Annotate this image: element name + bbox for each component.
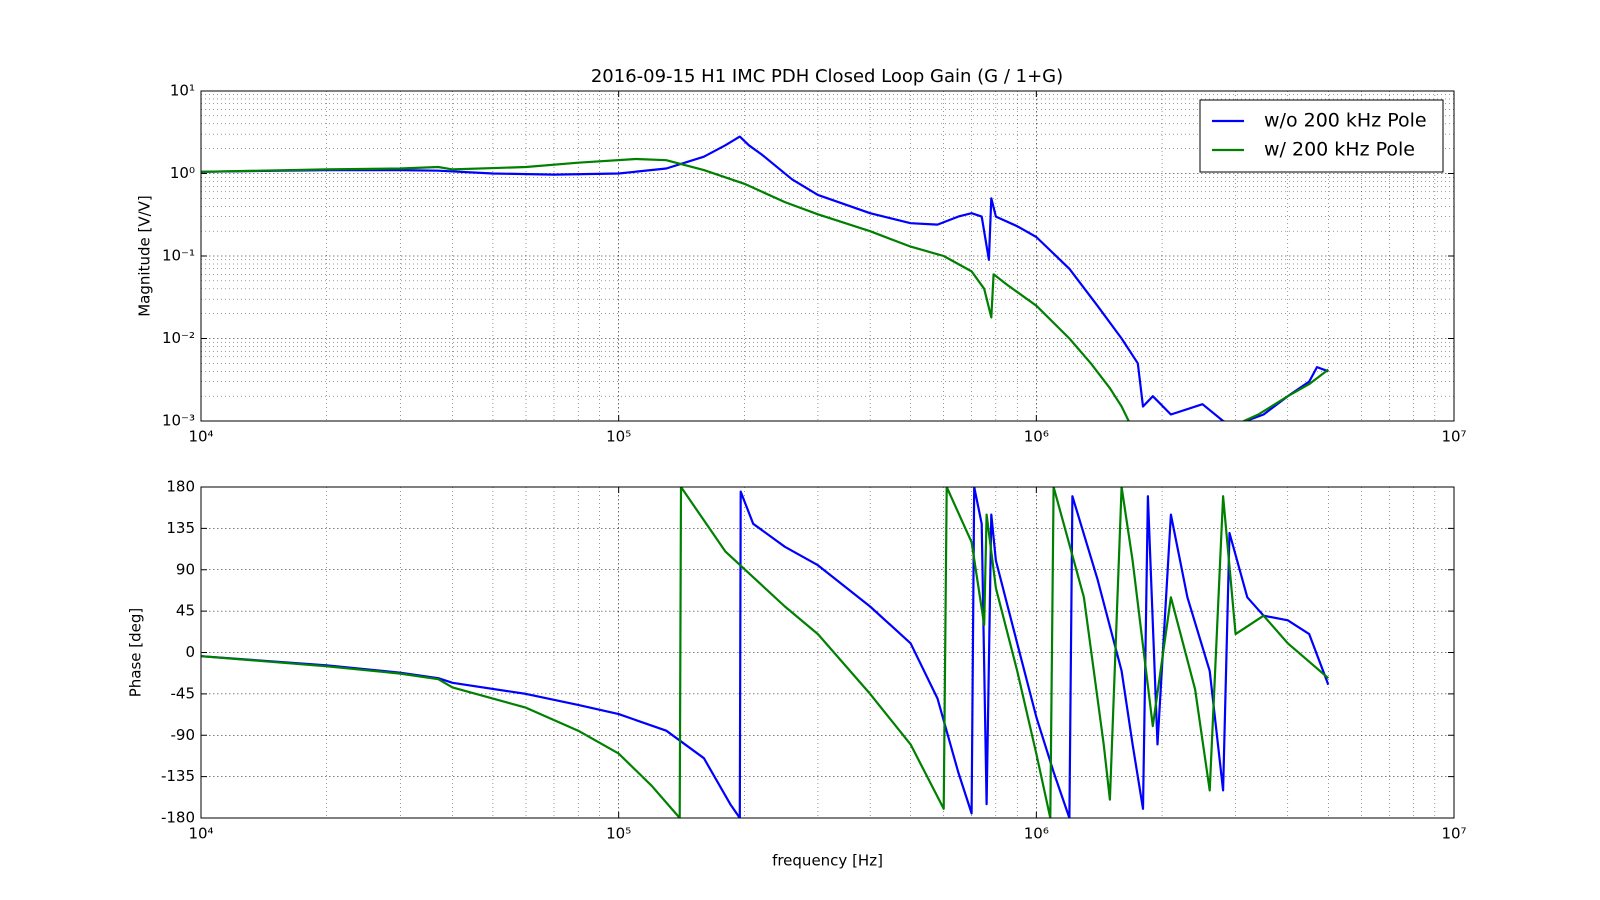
y-tick-label: 10⁰ [170,164,195,182]
y-tick-label: 180 [166,478,195,496]
series-line [201,487,1330,818]
x-tick-label: 10⁵ [606,825,631,843]
series-line [201,487,1330,818]
legend-box [1199,99,1444,173]
y-tick-label: 90 [176,560,195,578]
y-tick-label: 10¹ [170,82,195,100]
x-tick-label: 10⁷ [1441,428,1466,446]
y-tick-label: 45 [176,602,195,620]
axes: 10⁴ 10⁵ 10⁶ 10⁷ 10⁻³ 10⁻² 10⁻¹ 10⁰ 10¹ Magnitude … [136,82,1467,446]
axes-frame [200,486,1455,819]
x-tick-label: 10⁶ [1024,428,1049,446]
y-tick-label: 135 [166,519,195,537]
x-axis-label: frequency [Hz] [772,852,883,870]
x-tick-label: 10⁵ [606,428,631,446]
y-tick-label: 10⁻³ [162,412,195,430]
x-tick-label: 10⁶ [1024,825,1049,843]
y-tick-label: -135 [161,767,195,785]
y-tick-label: 10⁻¹ [162,247,195,265]
y-tick-label: -180 [161,809,195,827]
chart-title: 2016-09-15 H1 IMC PDH Closed Loop Gain (… [591,66,1063,87]
y-tick-label: -90 [171,726,196,744]
axes-frame [200,90,1455,422]
y-tick-label: 10⁻² [162,329,195,347]
x-tick-label: 10⁷ [1441,825,1466,843]
y-axis-label: Magnitude [V/V] [136,195,154,317]
series-line [201,157,1329,421]
x-tick-label: 10⁴ [188,428,213,446]
y-tick-label: 0 [185,643,195,661]
legend-label: w/o 200 kHz Pole [1264,110,1427,132]
series-line [201,135,1329,421]
axes: 10⁴ 10⁵ 10⁶ 10⁷ -180 -135 -90 -45 0 45 90 135 180 Pha… [127,478,1467,870]
y-axis-label: Phase [deg] [127,608,145,698]
y-tick-label: -45 [171,684,196,702]
legend: w/o 200 kHz Pole w/ 200 kHz Pole [1199,99,1444,173]
x-tick-label: 10⁴ [188,825,213,843]
legend-label: w/ 200 kHz Pole [1264,139,1415,161]
